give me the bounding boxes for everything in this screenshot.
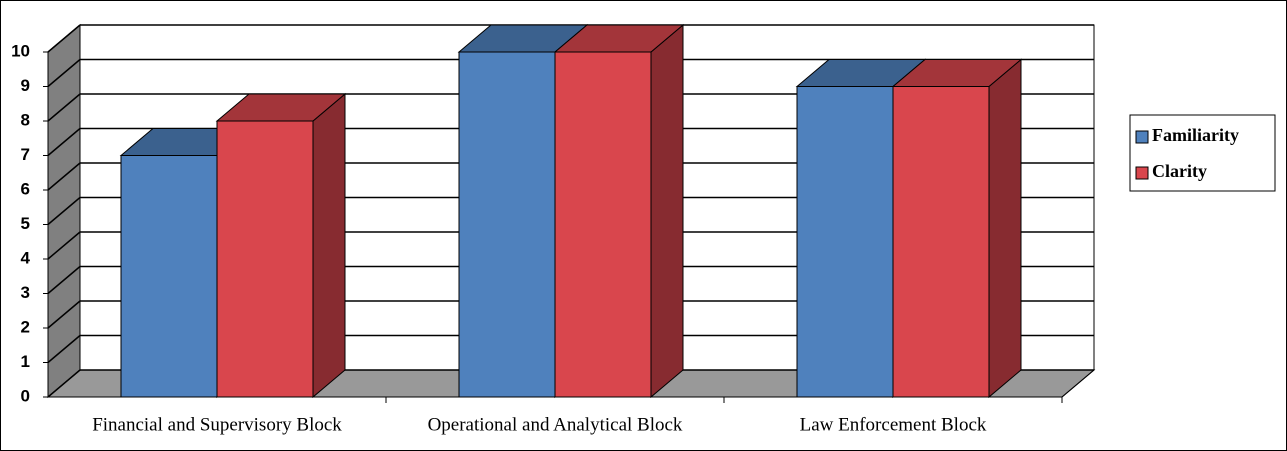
y-tick-label: 10	[11, 41, 30, 60]
grid-line	[47, 24, 81, 53]
grid-line	[47, 231, 81, 260]
y-tick-label: 8	[21, 110, 30, 129]
legend-box	[1129, 114, 1276, 192]
bar-side	[312, 92, 346, 399]
grid-line	[47, 127, 81, 157]
y-tick-label: 2	[21, 317, 30, 336]
bar	[215, 92, 347, 399]
bar-front	[554, 51, 652, 398]
floor-edge	[1061, 369, 1095, 398]
y-tick-label: 0	[21, 386, 30, 405]
y-tick-label: 7	[21, 145, 30, 164]
bar-front	[796, 86, 894, 398]
bar-front	[458, 51, 556, 398]
legend-label: Clarity	[1152, 161, 1207, 181]
bar-side	[650, 23, 684, 399]
bar-front	[216, 120, 314, 398]
bar	[553, 23, 685, 399]
y-tick-label: 9	[21, 76, 30, 95]
x-tick-label: Law Enforcement Block	[800, 414, 987, 435]
y-tick-label: 4	[21, 248, 31, 267]
bar	[891, 58, 1023, 399]
y-tick-label: 5	[21, 214, 30, 233]
legend-swatch	[1135, 130, 1149, 144]
y-tick-label: 3	[21, 283, 30, 302]
y-tick-label: 1	[21, 352, 30, 371]
grid-line	[47, 369, 81, 398]
bar-side	[988, 58, 1022, 399]
x-tick-label: Operational and Analytical Block	[428, 414, 683, 435]
grid-line	[47, 196, 81, 226]
bar	[795, 58, 927, 399]
grid-line	[47, 265, 81, 295]
grid-line	[47, 334, 81, 364]
x-tick-label: Financial and Supervisory Block	[92, 414, 342, 435]
legend-label: Familiarity	[1152, 125, 1239, 145]
bar-front	[892, 86, 990, 398]
grid-line	[47, 93, 81, 122]
grid-line	[47, 300, 81, 329]
grid-line	[47, 58, 81, 88]
grid-line	[47, 162, 81, 191]
legend-swatch	[1135, 166, 1149, 180]
bar-front	[120, 155, 218, 398]
y-tick-label: 6	[21, 179, 30, 198]
